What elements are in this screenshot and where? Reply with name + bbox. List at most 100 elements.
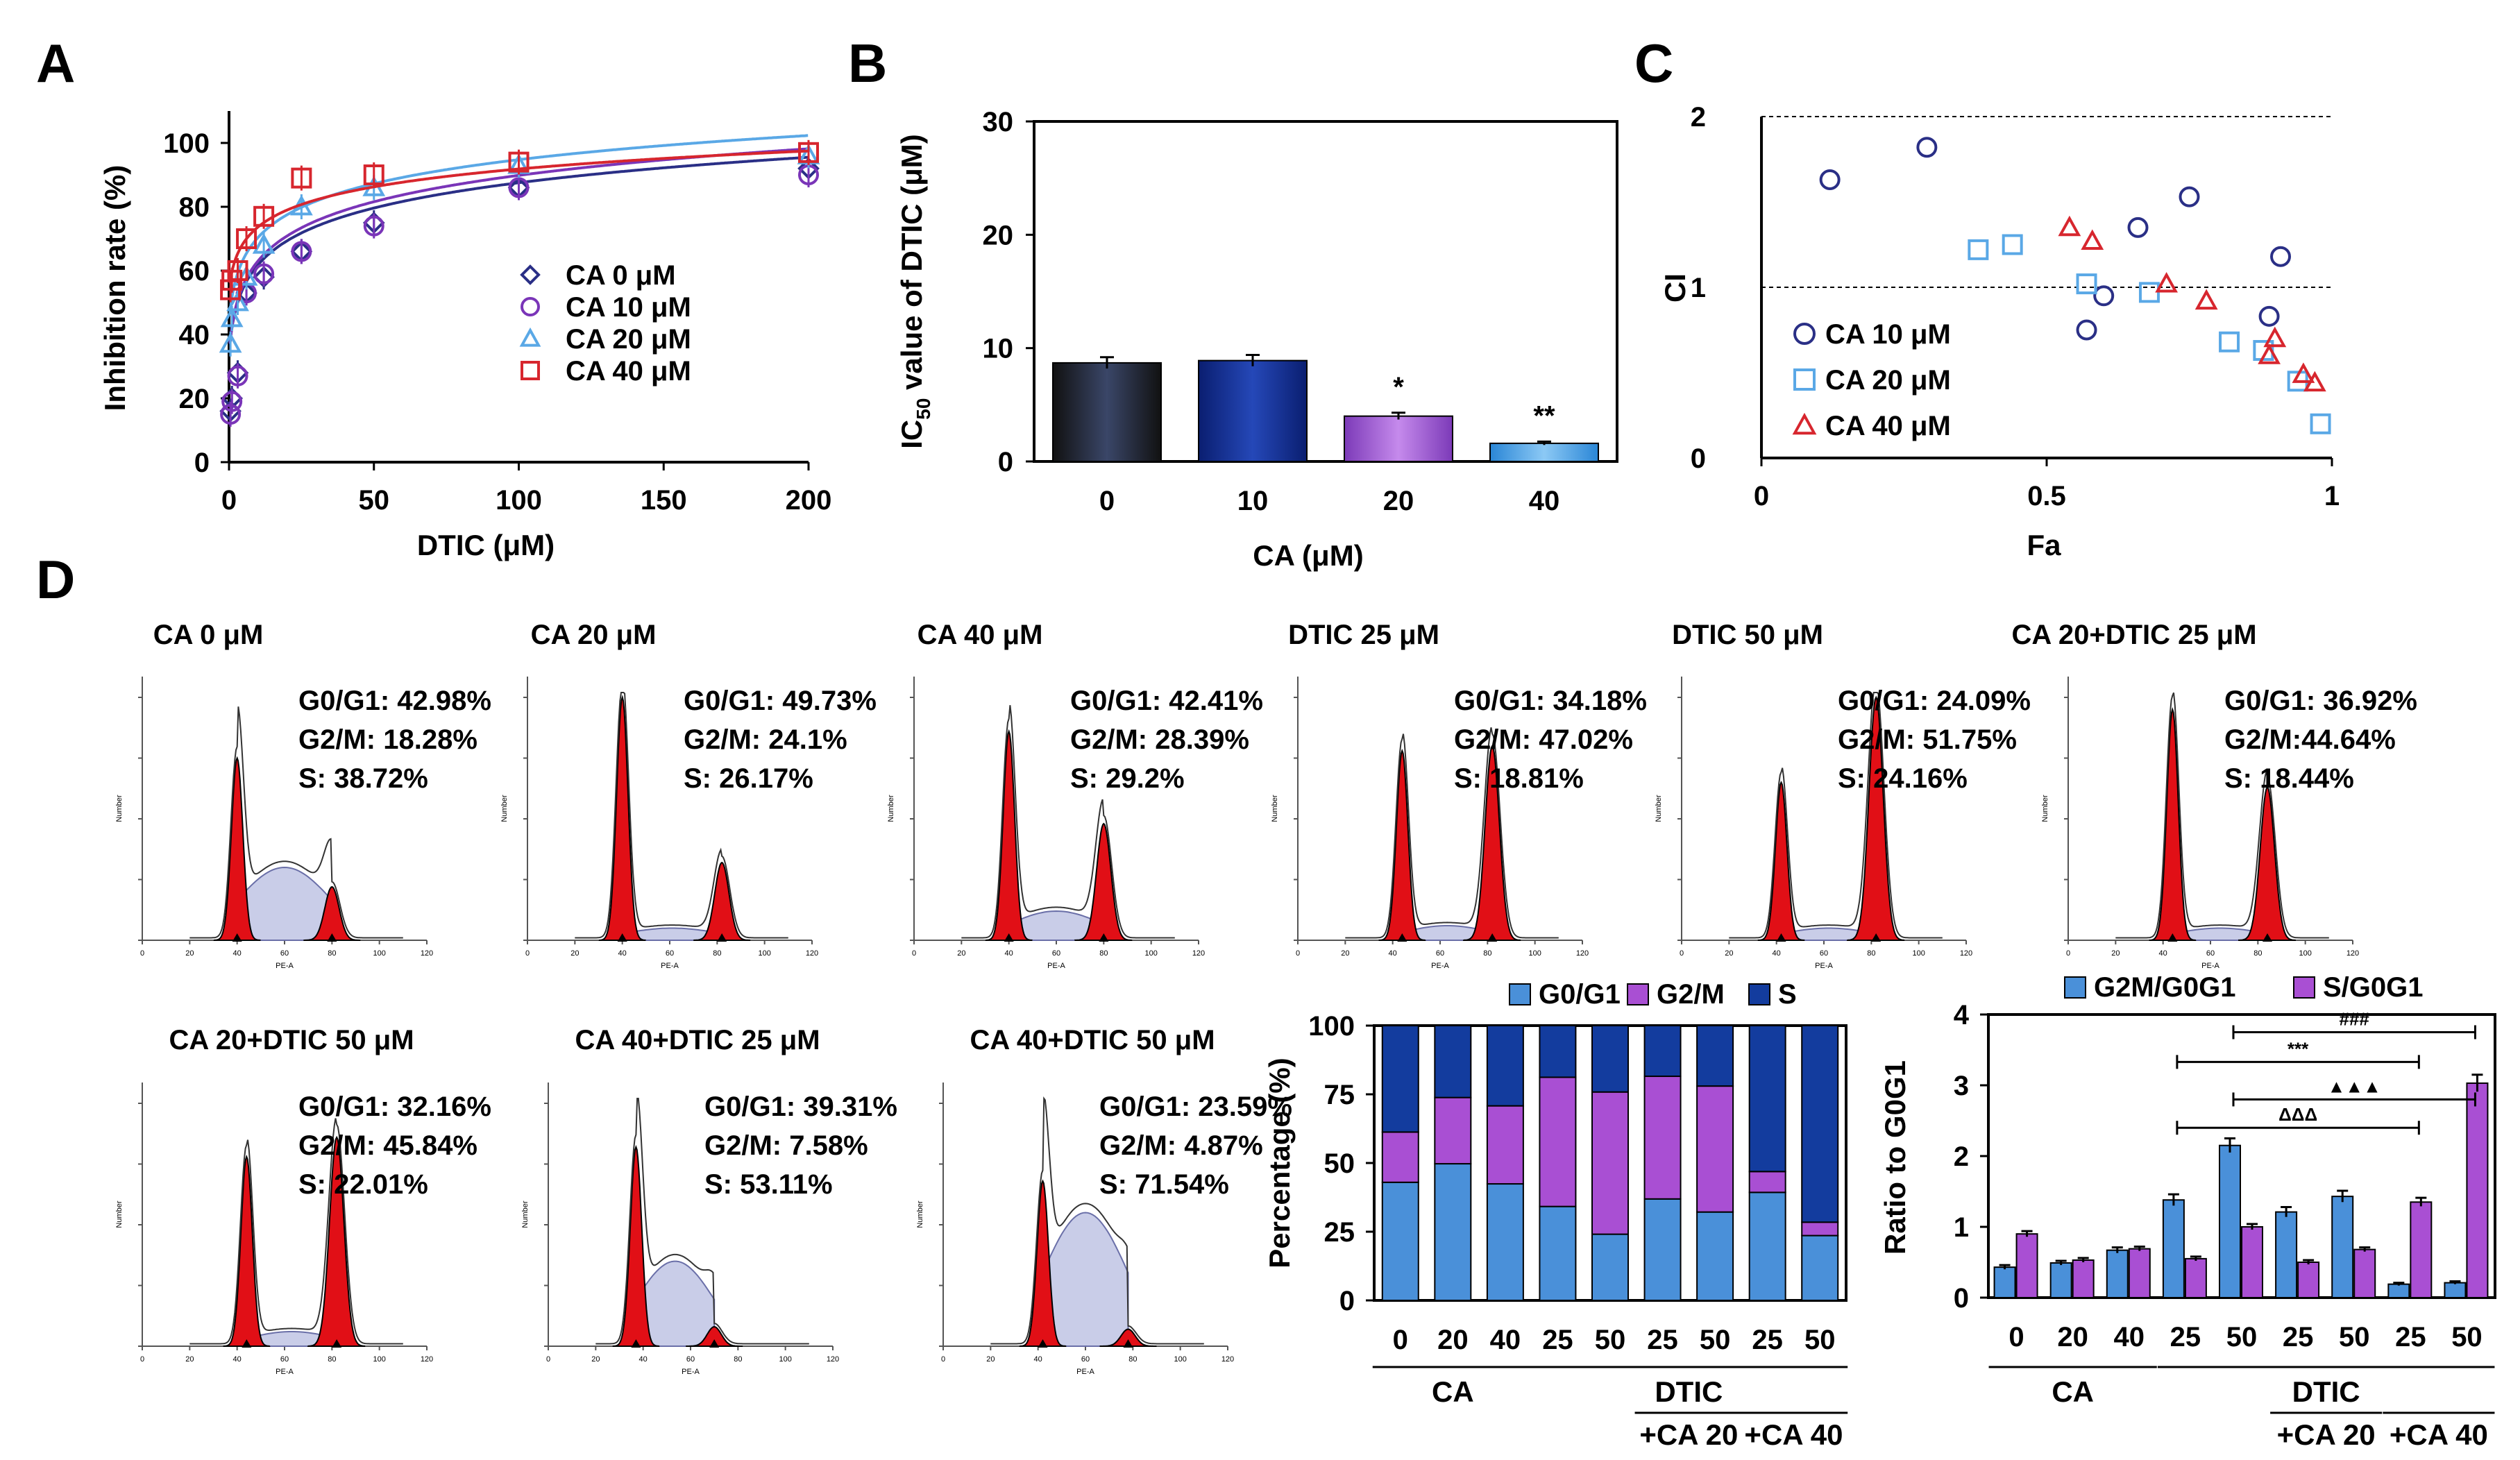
histogram-peak-marker <box>1038 1339 1048 1348</box>
panel-d-stacked-segment <box>1486 1105 1524 1185</box>
panel-a-y-tick-label: 80 <box>179 192 210 223</box>
panel-b-bar <box>1489 442 1599 462</box>
histogram-peak-marker <box>1871 933 1881 942</box>
histogram-g2m-peak <box>1074 822 1133 941</box>
group-label-ca40: +CA 40 <box>1744 1418 1843 1451</box>
histogram-g0g1-peak <box>612 1144 660 1347</box>
panel-b-significance: ** <box>1533 400 1555 431</box>
histogram-x-tick-label: 0 <box>912 949 916 958</box>
panel-d-stacked-segment <box>1801 1221 1839 1237</box>
histogram-peak-marker <box>1099 933 1109 942</box>
panel-d-stacked-segment <box>1591 1233 1629 1302</box>
histogram-peak-marker <box>2263 933 2272 942</box>
histogram-g0g1-peak <box>598 695 646 941</box>
histogram-x-tick-label: 20 <box>1725 949 1733 958</box>
panel-a-y-tick-label: 0 <box>194 448 210 478</box>
panel-d-ratio-bar <box>2015 1233 2038 1298</box>
panel-d-ratio-x-tick-label: 25 <box>2283 1322 2314 1352</box>
panel-d-ratio-bar <box>1993 1266 2016 1299</box>
panel-d-ratio-significance: *** <box>2288 1038 2309 1059</box>
group-label-ca20: +CA 20 <box>1639 1418 1738 1451</box>
histogram-x-tick-label: 20 <box>2111 949 2120 958</box>
group-label-dtic: DTIC <box>1655 1375 1723 1408</box>
panel-a-y-tick-label: 40 <box>179 320 210 350</box>
panel-d-ratio-bar <box>2410 1201 2433 1299</box>
histogram-g0g1-peak <box>1019 1179 1067 1347</box>
histogram-x-tick-label: 20 <box>986 1355 995 1364</box>
histogram-x-tick-label: 40 <box>233 949 242 958</box>
histogram-s-value: S: 24.16% <box>1838 763 1968 794</box>
panel-c-x-tick-label: 1 <box>2324 481 2340 511</box>
panel-a-point <box>227 365 248 387</box>
panel-d-ratio-significance: ΔΔΔ <box>2278 1104 2317 1125</box>
panel-d-ratio-bar <box>2331 1196 2354 1299</box>
panel-c-point <box>2058 215 2081 237</box>
panel-d-stacked-x-tick-label: 50 <box>1804 1325 1836 1355</box>
panel-b-y-tick-label: 30 <box>983 107 1014 137</box>
histogram-x-tick-label: 0 <box>941 1355 945 1364</box>
histogram-y-label: Number <box>2041 795 2049 822</box>
panel-a-point <box>363 164 384 185</box>
panel-a-legend-label: CA 20 μM <box>566 324 691 355</box>
panel-c-point <box>1968 239 1989 260</box>
histogram-panel: DTIC 50 μM 0 20 40 60 80 100 120 PE-A Number G0/G1… <box>1655 620 2031 970</box>
histogram-y-label: Number <box>916 1200 924 1228</box>
panel-a-chart: DTIC (μM) Inhibition rate (%) 0 50 100 150 2… <box>99 111 831 561</box>
histogram-envelope <box>189 1118 403 1345</box>
histogram-title: DTIC 50 μM <box>1672 620 1823 650</box>
panel-a-legend-marker <box>519 327 541 347</box>
histogram-x-tick-label: 0 <box>140 1355 144 1364</box>
histogram-g0g1-peak <box>1378 749 1426 941</box>
panel-d-stacked-y-tick-label: 100 <box>1308 1011 1355 1042</box>
panel-d-ratio-bar <box>2184 1257 2207 1299</box>
panel-d-ratio-legend-swatch <box>2064 976 2086 999</box>
histogram-peak-marker <box>242 1339 252 1348</box>
panel-c-point <box>2081 229 2104 250</box>
panel-label-b: B <box>848 33 887 94</box>
panel-d-ratio-x-tick-label: 25 <box>2170 1322 2201 1352</box>
panel-d-stacked-segment <box>1643 1076 1682 1200</box>
histogram-x-tick-label: 60 <box>1081 1355 1090 1364</box>
panel-label-a: A <box>36 33 75 94</box>
panel-d-stacked-y-tick-label: 50 <box>1324 1148 1355 1179</box>
histogram-x-tick-label: 100 <box>2299 949 2311 958</box>
panel-d-ratio-bar <box>2466 1082 2489 1298</box>
histogram-x-tick-label: 100 <box>373 949 385 958</box>
panel-d-stacked-segment <box>1381 1131 1419 1183</box>
panel-d-ratio-x-tick-label: 0 <box>2009 1322 2024 1352</box>
panel-c-chart: Fa CI 0 0.5 1 0 1 2 CA 10 μM CA 20 μM CA 40 μM <box>1659 102 2340 561</box>
panel-a-point <box>798 142 819 163</box>
panel-d-stacked-x-tick-label: 0 <box>1393 1325 1408 1355</box>
panel-d-ratio-legend-swatch <box>2293 976 2315 999</box>
histogram-x-tick-label: 0 <box>2066 949 2070 958</box>
histogram-y-label: Number <box>115 1200 124 1228</box>
histogram-g2m-peak <box>2238 786 2297 941</box>
histogram-x-tick-label: 40 <box>618 949 627 958</box>
panel-d-ratio-significance: ### <box>2340 1009 2370 1030</box>
histogram-x-tick-label: 40 <box>639 1355 648 1364</box>
panel-d-stacked-y-tick-label: 75 <box>1324 1080 1355 1110</box>
panel-c-point <box>2179 186 2200 207</box>
histogram-x-tick-label: 0 <box>1296 949 1300 958</box>
panel-c-x-tick-label: 0.5 <box>2027 481 2066 511</box>
histogram-x-tick-label: 100 <box>373 1355 385 1364</box>
panel-a-legend-label: CA 10 μM <box>566 292 691 323</box>
histogram-x-label: PE-A <box>276 1368 294 1376</box>
panel-d-stacked-x-tick-label: 25 <box>1752 1325 1783 1355</box>
panel-d-stacked-x-tick-label: 50 <box>1595 1325 1626 1355</box>
panel-a-legend-marker <box>520 264 541 285</box>
histogram-g2m-value: G2/M: 45.84% <box>298 1130 477 1161</box>
panel-a-x-tick-label: 150 <box>641 485 687 516</box>
histogram-peak-marker <box>327 933 337 942</box>
panel-c-legend-label: CA 40 μM <box>1825 411 1951 441</box>
histogram-g2m-peak <box>1462 744 1521 941</box>
histogram-x-tick-label: 120 <box>421 1355 433 1364</box>
histogram-g2m-peak <box>307 1135 366 1347</box>
histogram-y-label: Number <box>887 795 895 822</box>
histogram-peak-marker <box>1004 933 1014 942</box>
histogram-g0g1-value: G0/G1: 49.73% <box>684 686 877 716</box>
panel-label-c: C <box>1634 33 1673 94</box>
panel-b-bar <box>1198 359 1308 463</box>
histogram-title: CA 20 μM <box>531 620 657 650</box>
